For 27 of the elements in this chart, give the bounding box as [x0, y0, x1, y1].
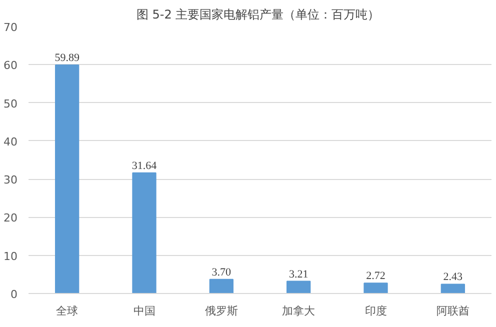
x-tick-label: 加拿大	[282, 304, 316, 318]
bar	[286, 280, 311, 294]
y-tick-label: 50	[4, 97, 18, 110]
data-label: 59.89	[54, 52, 80, 64]
x-tick-label: 中国	[133, 304, 156, 318]
x-tick-label: 俄罗斯	[204, 304, 238, 318]
data-label: 3.70	[212, 266, 232, 278]
data-label: 2.72	[366, 270, 386, 282]
y-tick-label: 0	[10, 288, 18, 301]
y-tick-label: 20	[4, 212, 18, 225]
y-tick-label: 70	[4, 21, 18, 34]
y-tick-label: 40	[4, 135, 18, 148]
y-tick-label: 10	[4, 250, 18, 263]
data-label: 3.21	[288, 268, 308, 280]
bar	[440, 284, 465, 294]
data-label: 31.64	[132, 160, 158, 172]
bar	[132, 172, 156, 294]
bar	[209, 278, 234, 294]
bar	[55, 64, 80, 294]
data-label: 2.43	[443, 271, 464, 284]
chart-title: 图 5-2 主要国家电解铝产量（单位：百万吨）	[136, 8, 380, 22]
x-tick-label: 阿联酋	[436, 304, 470, 318]
x-tick-label: 印度	[364, 304, 387, 318]
y-tick-label: 60	[4, 59, 18, 72]
bar	[364, 282, 388, 294]
x-tick-label: 全球	[56, 304, 78, 318]
y-tick-label: 30	[4, 174, 18, 187]
